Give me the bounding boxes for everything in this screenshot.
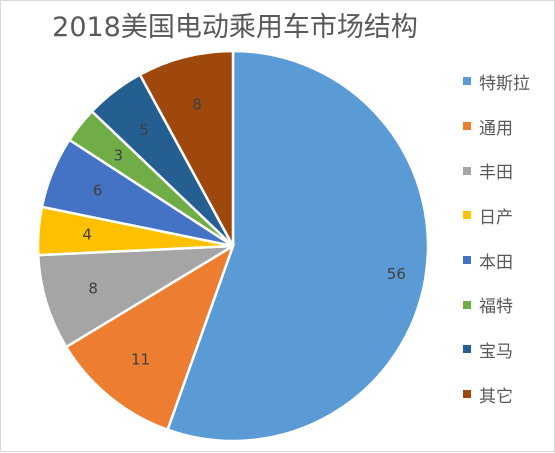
legend-label: 宝马 bbox=[479, 341, 513, 362]
legend-swatch-icon bbox=[463, 256, 471, 265]
legend-swatch-icon bbox=[463, 122, 471, 131]
pie-slice-1 bbox=[165, 49, 430, 443]
legend-item-8: 其它 bbox=[463, 372, 553, 417]
pie-slice-2 bbox=[64, 243, 236, 432]
legend-swatch-icon bbox=[463, 300, 471, 309]
legend-item-4: 日产 bbox=[463, 193, 553, 238]
legend-swatch-icon bbox=[463, 77, 471, 86]
legend-item-1: 特斯拉 bbox=[463, 59, 553, 104]
data-label-2: 11 bbox=[131, 350, 150, 368]
legend-item-7: 宝马 bbox=[463, 327, 553, 372]
legend-item-5: 本田 bbox=[463, 238, 553, 283]
legend-label: 其它 bbox=[479, 386, 513, 407]
legend-swatch-icon bbox=[463, 345, 471, 354]
legend-label: 特斯拉 bbox=[479, 73, 530, 94]
legend-label: 福特 bbox=[479, 297, 513, 318]
pie-slice-8 bbox=[138, 49, 235, 247]
data-label-7: 5 bbox=[139, 121, 149, 139]
legend-swatch-icon bbox=[463, 390, 471, 399]
legend-label: 通用 bbox=[479, 118, 513, 139]
legend-label: 本田 bbox=[479, 252, 513, 273]
legend-label: 日产 bbox=[479, 207, 513, 228]
legend-item-6: 福特 bbox=[463, 282, 553, 327]
legend-label: 丰田 bbox=[479, 163, 513, 184]
data-label-8: 8 bbox=[192, 95, 202, 113]
data-label-5: 6 bbox=[93, 182, 103, 200]
data-label-4: 4 bbox=[82, 226, 92, 244]
pie-slice-3 bbox=[36, 244, 234, 349]
chart-title: 2018美国电动乘用车市场结构 bbox=[52, 12, 418, 43]
legend-item-2: 通用 bbox=[463, 104, 553, 149]
data-label-1: 56 bbox=[387, 265, 406, 283]
legend: 特斯拉通用丰田日产本田福特宝马其它 bbox=[463, 59, 553, 417]
data-label-3: 8 bbox=[88, 280, 98, 298]
legend-item-3: 丰田 bbox=[463, 148, 553, 193]
legend-swatch-icon bbox=[463, 166, 471, 175]
data-label-6: 3 bbox=[113, 146, 123, 164]
legend-swatch-icon bbox=[463, 211, 471, 220]
